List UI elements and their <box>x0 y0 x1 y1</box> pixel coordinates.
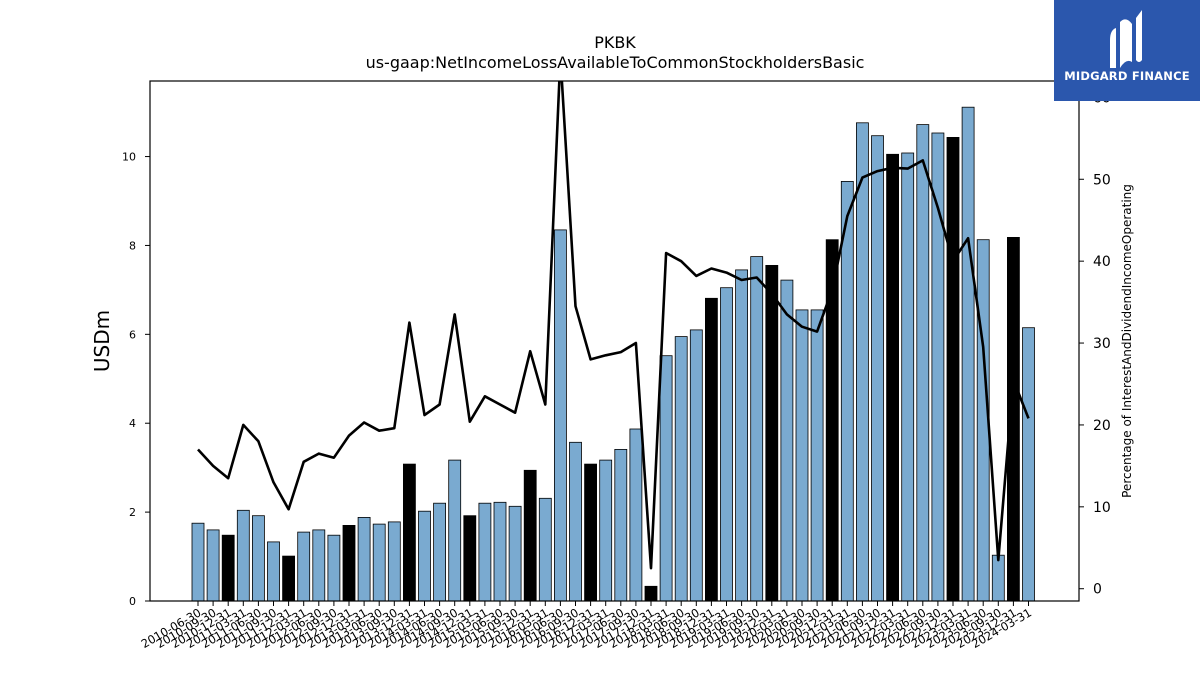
bar-2017-12-31 <box>644 585 658 602</box>
bar-2013-09-30 <box>387 521 401 602</box>
bar-2020-06-30 <box>795 309 809 602</box>
bar-2013-12-31 <box>402 463 416 602</box>
bar-2014-06-30 <box>433 502 447 602</box>
bar-2011-12-31 <box>282 555 296 602</box>
bar-2010-06-30 <box>191 522 205 602</box>
bar-2018-03-31 <box>659 355 673 602</box>
bar-2021-03-31 <box>840 180 854 602</box>
bar-2018-12-31 <box>705 297 718 602</box>
series-line <box>197 81 1030 570</box>
bar-2016-09-30 <box>569 441 582 602</box>
y2-tick-label: 30 <box>1093 336 1111 352</box>
y-tick-label: 10 <box>122 151 136 164</box>
bar-2014-12-31 <box>463 515 477 602</box>
bar-2022-12-31 <box>946 136 960 602</box>
bar-2014-09-30 <box>448 459 462 602</box>
bar-2019-06-30 <box>735 269 748 602</box>
y-tick-label: 4 <box>129 417 136 430</box>
line-layer <box>197 81 1030 570</box>
bar-2017-03-31 <box>599 459 613 602</box>
bar-2011-09-30 <box>267 541 280 602</box>
bar-2011-06-30 <box>251 515 265 602</box>
chart-subtitle: us-gaap:NetIncomeLossAvailableToCommonSt… <box>366 53 865 72</box>
bar-2022-06-30 <box>916 124 930 602</box>
bar-2015-09-30 <box>508 505 522 602</box>
y-tick-label: 2 <box>129 506 136 519</box>
bar-2010-09-30 <box>206 529 220 602</box>
bar-2019-03-31 <box>720 287 733 602</box>
y2-tick-label: 40 <box>1093 254 1111 270</box>
bar-2012-03-31 <box>297 531 311 602</box>
bar-2021-06-30 <box>856 122 869 602</box>
bar-2015-12-31 <box>523 469 537 602</box>
y2-tick-label: 10 <box>1093 500 1111 516</box>
bar-2023-03-31 <box>961 106 975 602</box>
y2-axis-label: Percentage of InterestAndDividendIncomeO… <box>1120 184 1134 498</box>
bar-2022-09-30 <box>931 132 945 602</box>
bar-2020-09-30 <box>810 309 824 602</box>
bar-2022-03-31 <box>901 152 915 602</box>
bar-2020-12-31 <box>825 239 839 602</box>
brand-logo: MIDGARD FINANCE <box>1054 0 1200 101</box>
y2-tick-label: 50 <box>1093 172 1111 188</box>
bar-2016-03-31 <box>538 497 552 602</box>
bar-2015-03-31 <box>478 502 492 602</box>
bar-2021-09-30 <box>871 135 884 602</box>
y-axis-label: USDm <box>90 310 114 372</box>
midgard-m-logo-icon <box>1110 10 1142 68</box>
bar-2012-06-30 <box>312 529 326 602</box>
bar-2018-09-30 <box>689 329 703 602</box>
bar-2019-12-31 <box>765 264 779 602</box>
bar-2013-06-30 <box>372 523 386 602</box>
y-tick-label: 6 <box>129 328 136 341</box>
plot-frame <box>149 80 1080 602</box>
bar-2016-12-31 <box>584 463 597 602</box>
bar-2024-03-31 <box>1022 327 1035 602</box>
bar-2012-12-31 <box>342 525 356 602</box>
bar-2018-06-30 <box>674 336 688 602</box>
brand-name: MIDGARD FINANCE <box>1064 69 1190 83</box>
chart-title: PKBK <box>594 33 636 52</box>
bar-2017-06-30 <box>614 448 628 602</box>
bar-2011-03-31 <box>236 509 250 602</box>
bar-2015-06-30 <box>493 501 507 602</box>
bar-2019-09-30 <box>750 256 764 602</box>
bar-2021-12-31 <box>886 153 899 602</box>
bar-2012-09-30 <box>327 534 341 602</box>
bar-2010-12-31 <box>221 534 235 602</box>
y2-tick-label: 0 <box>1093 582 1102 598</box>
bar-2017-09-30 <box>629 428 643 602</box>
bar-2016-06-30 <box>554 229 567 602</box>
bar-2023-09-30 <box>991 554 1005 602</box>
bar-2014-03-31 <box>418 510 431 602</box>
bar-2020-03-31 <box>780 279 794 602</box>
bar-2013-03-31 <box>357 517 371 602</box>
y-tick-label: 0 <box>129 595 136 608</box>
y2-tick-label: 20 <box>1093 418 1111 434</box>
y-tick-label: 8 <box>129 239 136 252</box>
